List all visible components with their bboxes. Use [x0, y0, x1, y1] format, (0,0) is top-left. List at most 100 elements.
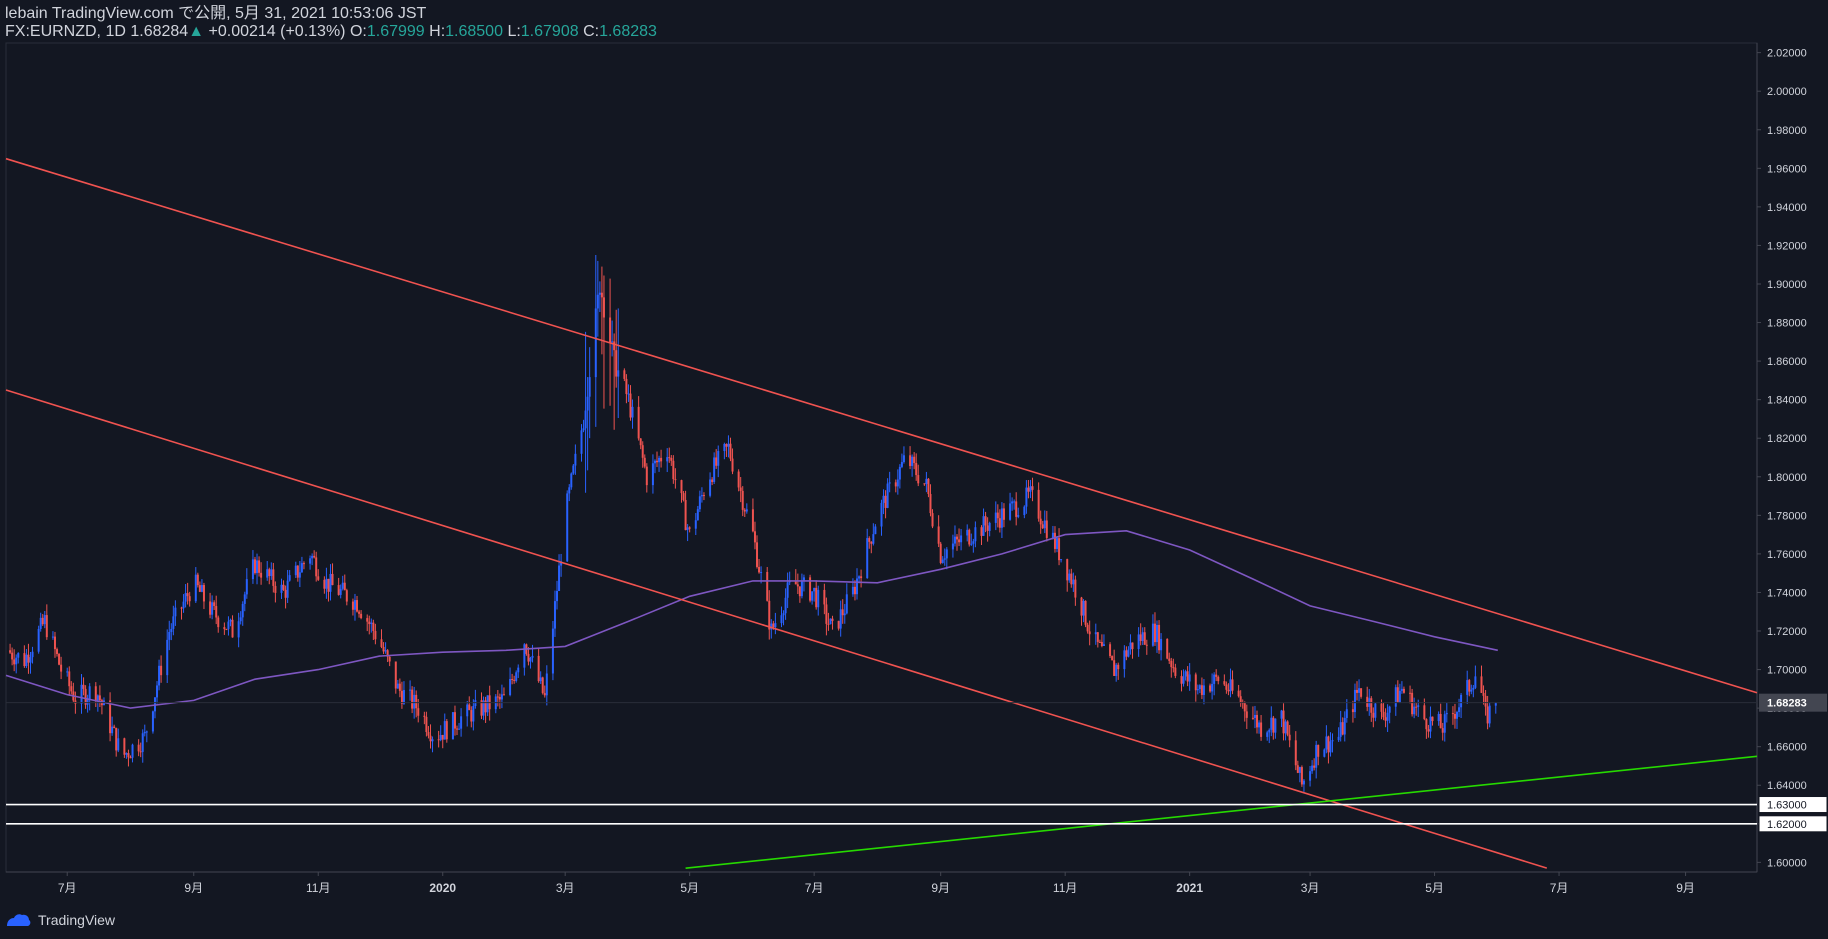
- candle: [943, 548, 946, 566]
- candle-body: [1286, 721, 1289, 735]
- candle: [151, 710, 154, 734]
- candle: [484, 696, 487, 723]
- candle: [427, 726, 430, 739]
- candle-body: [186, 593, 189, 597]
- candle-body: [1382, 711, 1385, 718]
- candle: [741, 486, 744, 517]
- candle-body: [966, 529, 969, 536]
- candle-body: [815, 587, 818, 608]
- y-tick-label: 1.76000: [1767, 549, 1807, 561]
- candle-body: [1372, 712, 1375, 718]
- candle-body: [1088, 631, 1091, 635]
- candle-body: [37, 628, 40, 652]
- candle: [11, 647, 14, 666]
- candle: [1243, 701, 1246, 722]
- candle-body: [898, 466, 901, 480]
- candle-body: [251, 559, 254, 580]
- candle-body: [260, 572, 263, 578]
- candle: [425, 711, 428, 737]
- candle-body: [700, 495, 703, 497]
- candle-body: [1123, 650, 1126, 670]
- candle: [615, 309, 618, 388]
- support-line: [685, 755, 1758, 869]
- candle: [770, 619, 773, 639]
- candle: [227, 616, 230, 636]
- candle-body: [974, 527, 977, 542]
- candle-body: [302, 563, 305, 565]
- candle-body: [1184, 671, 1187, 677]
- candle: [739, 477, 742, 503]
- candle: [360, 610, 363, 620]
- candle: [596, 260, 599, 337]
- price-axis[interactable]: 1.600001.620001.640001.660001.680001.700…: [1757, 48, 1828, 870]
- candle: [1072, 572, 1075, 592]
- candle-body: [1182, 676, 1185, 684]
- time-axis[interactable]: 7月 9月 11月 2020 3月 5月 7月 9月 11月 2021 3月 5月 7月 9月: [58, 872, 1695, 895]
- candle: [602, 275, 605, 409]
- candle-body: [825, 604, 828, 624]
- candle-body: [1474, 676, 1477, 688]
- candle-body: [174, 607, 177, 617]
- candle: [623, 368, 626, 382]
- candle: [466, 700, 469, 727]
- candle: [1031, 477, 1034, 502]
- candle-body: [1429, 716, 1432, 732]
- tradingview-brand[interactable]: TradingView: [38, 912, 116, 928]
- candle: [925, 471, 928, 493]
- candle-body: [1096, 632, 1099, 642]
- candle: [660, 449, 663, 468]
- candle: [672, 455, 675, 484]
- candle-body: [223, 627, 226, 630]
- candle: [523, 643, 526, 676]
- candle-body: [1439, 713, 1442, 729]
- candle: [1011, 497, 1014, 511]
- candle-body: [645, 466, 648, 486]
- tradingview-logo-icon: [7, 914, 31, 926]
- candle: [1372, 707, 1375, 728]
- candle: [13, 649, 16, 672]
- candle-body: [1468, 680, 1471, 692]
- candle: [1166, 638, 1169, 660]
- candle-body: [694, 520, 697, 529]
- candle-body: [739, 487, 742, 491]
- candle-body: [1009, 503, 1012, 520]
- candle-body: [200, 585, 203, 592]
- candle-body: [1013, 501, 1016, 503]
- candle: [1331, 733, 1334, 753]
- candle: [1209, 683, 1212, 693]
- candle: [1053, 526, 1056, 553]
- candle: [558, 554, 561, 592]
- candle-body: [502, 694, 505, 696]
- candle-body: [511, 678, 514, 680]
- candle: [229, 618, 232, 627]
- candle-body: [760, 571, 763, 573]
- candle: [394, 661, 397, 694]
- candle-body: [741, 490, 744, 510]
- candle: [972, 538, 975, 553]
- y-tick-label: 2.00000: [1767, 86, 1807, 98]
- candle: [1139, 623, 1142, 646]
- candle-body: [884, 495, 887, 508]
- candle: [202, 582, 205, 610]
- candle: [1451, 706, 1454, 725]
- candle: [1337, 727, 1340, 742]
- candle: [1486, 695, 1489, 730]
- candle: [1470, 684, 1473, 695]
- candle-body: [515, 672, 518, 681]
- candle: [443, 713, 446, 740]
- drawings[interactable]: [5, 157, 1758, 869]
- candle-body: [972, 541, 975, 544]
- candle-body: [25, 654, 28, 667]
- candle-body: [158, 665, 161, 686]
- candle-body: [1145, 644, 1148, 646]
- ma-line: [5, 529, 1498, 709]
- candle: [280, 578, 283, 599]
- candle-body: [1272, 717, 1275, 733]
- candle: [1100, 634, 1103, 648]
- candle: [896, 469, 899, 495]
- candle: [743, 508, 746, 518]
- symbol-label[interactable]: FX:EURNZD, 1D: [5, 23, 126, 40]
- candle-body: [956, 536, 959, 540]
- candle-body: [486, 695, 489, 713]
